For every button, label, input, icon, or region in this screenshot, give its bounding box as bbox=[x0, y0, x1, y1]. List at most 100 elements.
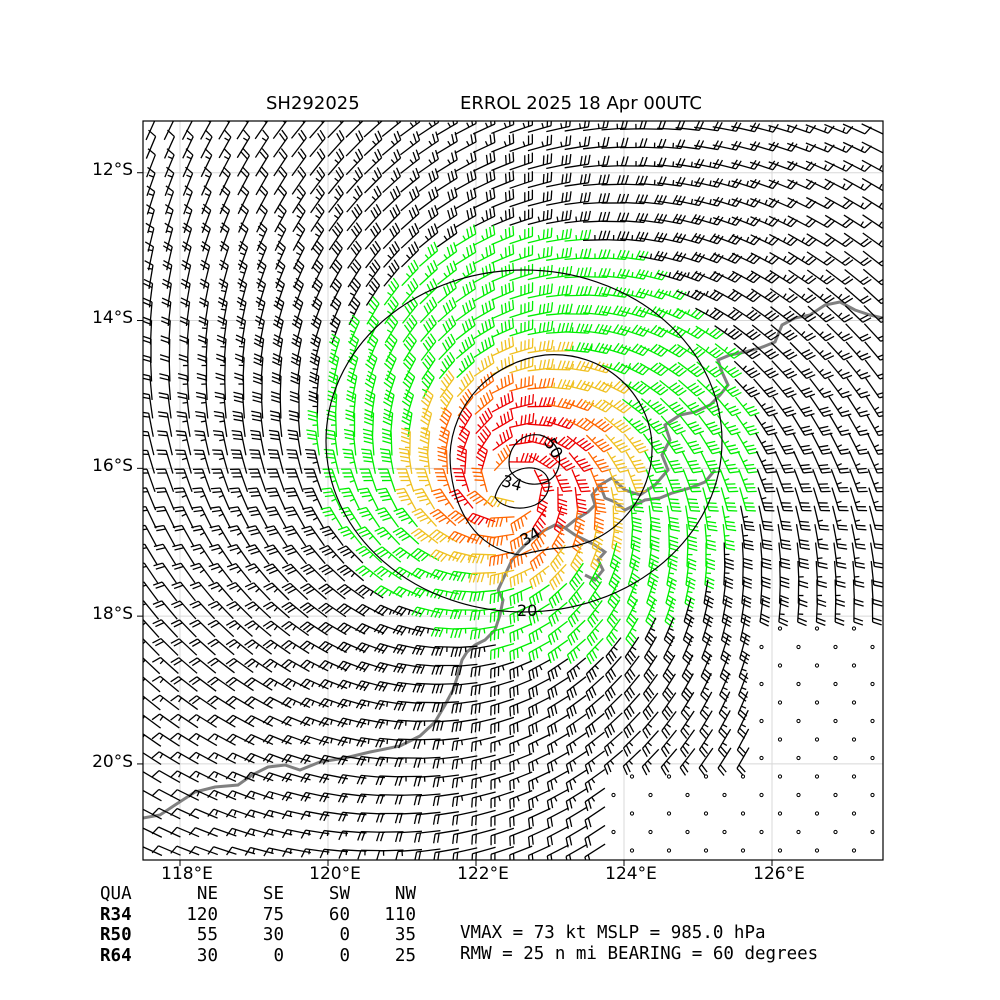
wind-barb bbox=[225, 619, 253, 637]
wind-barb bbox=[564, 304, 593, 315]
wind-barb bbox=[318, 735, 348, 746]
wind-barb bbox=[432, 737, 460, 751]
wind-barb bbox=[567, 600, 586, 628]
wind-barb bbox=[867, 450, 883, 474]
wind-barb bbox=[641, 748, 660, 776]
wind-barb bbox=[732, 306, 761, 322]
wind-barb bbox=[639, 343, 669, 357]
wind-barb bbox=[778, 597, 789, 627]
wind-barb bbox=[309, 129, 326, 158]
wind-barb bbox=[291, 333, 303, 363]
wind-barb bbox=[843, 159, 872, 173]
calm-marker bbox=[666, 848, 672, 853]
wind-barb bbox=[219, 203, 231, 233]
wind-barb bbox=[582, 155, 610, 168]
wind-barb bbox=[528, 715, 551, 736]
wind-barb bbox=[509, 152, 534, 171]
wind-barb bbox=[213, 410, 228, 437]
wind-barb bbox=[831, 487, 849, 512]
wind-barb bbox=[170, 638, 198, 656]
wind-barb bbox=[828, 396, 852, 418]
wind-barb bbox=[824, 178, 854, 191]
wind-barb bbox=[574, 486, 588, 514]
wind-barb bbox=[402, 370, 416, 400]
wind-barb bbox=[657, 270, 687, 282]
wind-barb bbox=[666, 505, 681, 532]
wind-barb bbox=[256, 240, 268, 270]
wind-barb bbox=[843, 196, 872, 210]
wind-barb bbox=[739, 505, 755, 532]
wind-barb bbox=[574, 505, 586, 535]
wind-barb bbox=[492, 427, 513, 451]
wind-barb bbox=[410, 528, 439, 544]
wind-barb bbox=[473, 261, 496, 284]
wind-barb bbox=[739, 487, 756, 512]
wind-barb bbox=[420, 407, 433, 437]
row-label-r50: R50 bbox=[100, 925, 132, 945]
wind-barb bbox=[218, 148, 232, 177]
wind-barb bbox=[143, 297, 153, 327]
wind-barb bbox=[787, 233, 817, 247]
wind-barb bbox=[509, 734, 533, 754]
wind-barb bbox=[401, 408, 413, 437]
wind-barb bbox=[236, 129, 251, 159]
wind-barb bbox=[300, 773, 330, 784]
wind-barb bbox=[528, 752, 551, 773]
wind-barb bbox=[788, 287, 817, 304]
wind-barb bbox=[419, 427, 431, 456]
wind-barb bbox=[773, 414, 796, 436]
wind-barb bbox=[810, 432, 833, 455]
wind-barb bbox=[263, 582, 290, 601]
wind-barb bbox=[143, 524, 158, 547]
wind-barb bbox=[585, 656, 605, 683]
wind-barb bbox=[844, 287, 872, 304]
wind-barb bbox=[528, 659, 551, 681]
wind-barb bbox=[454, 121, 477, 136]
wind-barb bbox=[226, 846, 256, 856]
wind-barb bbox=[605, 656, 622, 684]
wind-barb bbox=[451, 681, 478, 695]
wind-barb bbox=[281, 696, 311, 709]
wind-barb bbox=[327, 130, 345, 157]
wind-barb bbox=[143, 392, 154, 419]
wind-barb bbox=[264, 525, 288, 547]
wind-barb bbox=[588, 562, 603, 591]
wind-barb bbox=[749, 141, 779, 152]
wind-barb bbox=[861, 141, 883, 154]
table-row-r34: R34 120 75 60 110 bbox=[100, 905, 416, 926]
wind-barb bbox=[862, 232, 883, 248]
wind-barb bbox=[627, 469, 646, 493]
wind-barb bbox=[432, 792, 459, 807]
wind-barb bbox=[509, 412, 535, 429]
wind-barb bbox=[144, 260, 154, 289]
wind-barb bbox=[374, 699, 404, 710]
wind-barb bbox=[546, 209, 572, 225]
wind-barb bbox=[272, 315, 284, 345]
wind-barb bbox=[491, 391, 514, 413]
wind-barb bbox=[392, 566, 421, 580]
wind-barb bbox=[431, 701, 460, 713]
calm-marker bbox=[814, 737, 820, 742]
wind-barb bbox=[200, 166, 213, 196]
wind-barb bbox=[732, 288, 761, 303]
wind-barb bbox=[454, 242, 477, 266]
wind-barb bbox=[336, 603, 366, 617]
wind-barb bbox=[310, 333, 322, 363]
wind-barb bbox=[198, 297, 209, 326]
wind-barb bbox=[491, 299, 515, 320]
wind-barb bbox=[218, 129, 232, 159]
wind-barb bbox=[207, 789, 237, 801]
wind-barb bbox=[472, 169, 496, 191]
wind-barb bbox=[246, 525, 269, 547]
calm-marker bbox=[759, 644, 764, 650]
wind-barb bbox=[695, 325, 724, 340]
wind-barb bbox=[829, 432, 851, 455]
wind-barb bbox=[327, 166, 345, 195]
wind-barb bbox=[489, 642, 515, 660]
wind-barb bbox=[266, 487, 286, 511]
wind-barb bbox=[393, 662, 422, 674]
wind-barb bbox=[383, 240, 401, 268]
wind-barb bbox=[304, 468, 323, 493]
wind-barb bbox=[564, 248, 592, 261]
wind-barb bbox=[159, 354, 171, 382]
